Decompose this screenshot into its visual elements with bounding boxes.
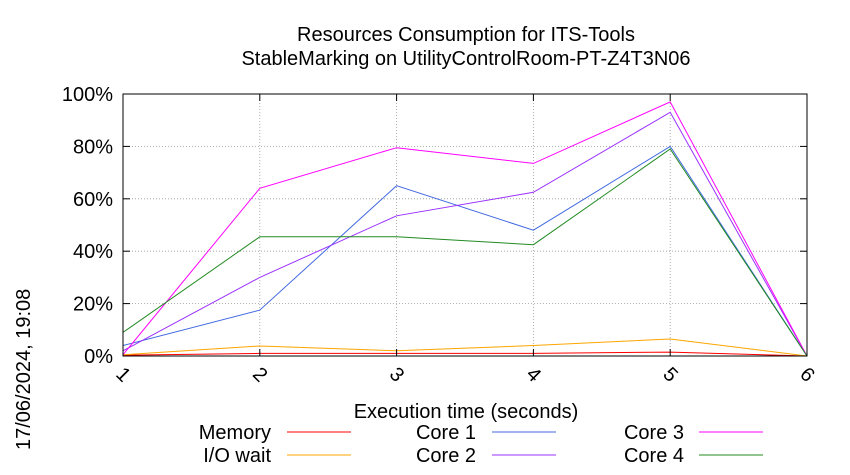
y-tick-label: 0% [84, 346, 113, 368]
legend-label-core-3: Core 3 [624, 422, 684, 444]
y-tick-label: 20% [73, 294, 113, 316]
series-lines [122, 101, 808, 357]
series-line-core-2 [122, 111, 808, 357]
y-tick-label: 60% [73, 189, 113, 211]
series-line-core-1 [122, 145, 808, 357]
side-timestamp-label: 17/06/2024, 19:08 [13, 289, 35, 450]
y-tick-label: 80% [73, 136, 113, 158]
title-line-1: Resources Consumption for ITS-Tools [297, 24, 635, 46]
legend-label-core-2: Core 2 [416, 445, 476, 467]
legend-label-i-o-wait: I/O wait [203, 445, 271, 467]
y-tick-label: 100% [62, 84, 113, 106]
grid-lines [122, 93, 808, 357]
y-axis-ticks: 0% 20% 40% 60% 80% 100% [62, 84, 807, 368]
series-line-i-o-wait [122, 338, 808, 357]
legend-label-core-4: Core 4 [624, 445, 684, 467]
plot-frame [122, 93, 808, 357]
series-line-memory [122, 351, 808, 357]
title-line-2: StableMarking on UtilityControlRoom-PT-Z… [241, 48, 690, 70]
x-tick-label: 1 [111, 363, 134, 386]
legend-label-core-1: Core 1 [416, 422, 476, 444]
x-tick-label: 6 [795, 363, 818, 386]
series-line-core-4 [122, 148, 808, 357]
x-tick-label: 4 [522, 363, 545, 386]
x-tick-label: 3 [385, 363, 408, 386]
y-tick-label: 40% [73, 241, 113, 263]
legend-label-memory: Memory [199, 422, 271, 444]
x-tick-label: 2 [248, 363, 271, 386]
x-axis-label: Execution time (seconds) [354, 401, 579, 423]
x-tick-label: 5 [658, 363, 681, 386]
series-line-core-3 [122, 101, 808, 357]
chart-title: Resources Consumption for ITS-Tools Stab… [241, 24, 690, 70]
